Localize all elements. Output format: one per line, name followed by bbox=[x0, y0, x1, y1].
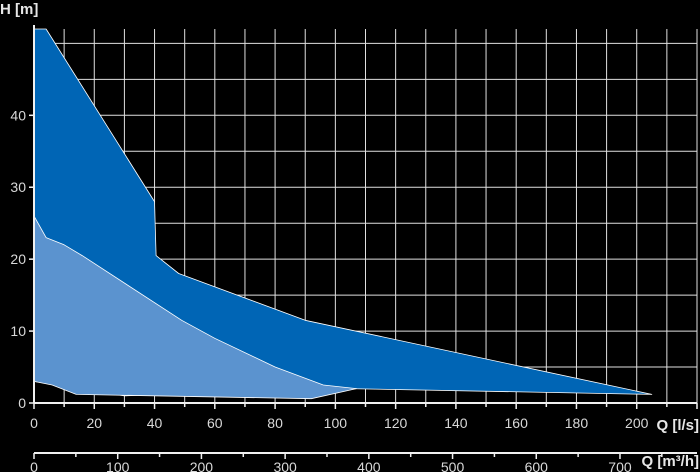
y-tick-label: 40 bbox=[10, 107, 26, 123]
grid bbox=[34, 29, 698, 403]
y-tick-label: 30 bbox=[10, 179, 26, 195]
x-tick-label: 140 bbox=[444, 415, 468, 431]
x2-tick-label: 600 bbox=[525, 459, 549, 472]
x-tick-label: 60 bbox=[207, 415, 223, 431]
x-tick-label: 40 bbox=[147, 415, 163, 431]
y-tick-label: 0 bbox=[18, 395, 26, 411]
x2-tick-label: 500 bbox=[441, 459, 465, 472]
y-tick-label: 10 bbox=[10, 323, 26, 339]
x2-tick-label: 100 bbox=[106, 459, 130, 472]
x2-tick-label: 400 bbox=[357, 459, 381, 472]
x-axis-title: Q [l/s] bbox=[656, 417, 699, 434]
x-tick-label: 0 bbox=[30, 415, 38, 431]
x-tick-label: 100 bbox=[324, 415, 348, 431]
x-tick-label: 160 bbox=[505, 415, 529, 431]
y-axis-title: H [m] bbox=[0, 1, 38, 18]
x-tick-label: 120 bbox=[384, 415, 408, 431]
x2-tick-label: 300 bbox=[273, 459, 297, 472]
curve-areas bbox=[33, 28, 653, 400]
x2-tick-label: 0 bbox=[30, 459, 38, 472]
x2-tick-label: 700 bbox=[608, 459, 632, 472]
x-tick-label: 180 bbox=[565, 415, 589, 431]
y-tick-label: 20 bbox=[10, 251, 26, 267]
axes bbox=[29, 25, 698, 459]
x-tick-label: 20 bbox=[86, 415, 102, 431]
inner-range-area bbox=[33, 215, 357, 400]
x-tick-label: 200 bbox=[625, 415, 649, 431]
x2-tick-label: 200 bbox=[190, 459, 214, 472]
x-tick-label: 80 bbox=[267, 415, 283, 431]
x2-axis-title: Q [m³/h] bbox=[642, 453, 700, 470]
